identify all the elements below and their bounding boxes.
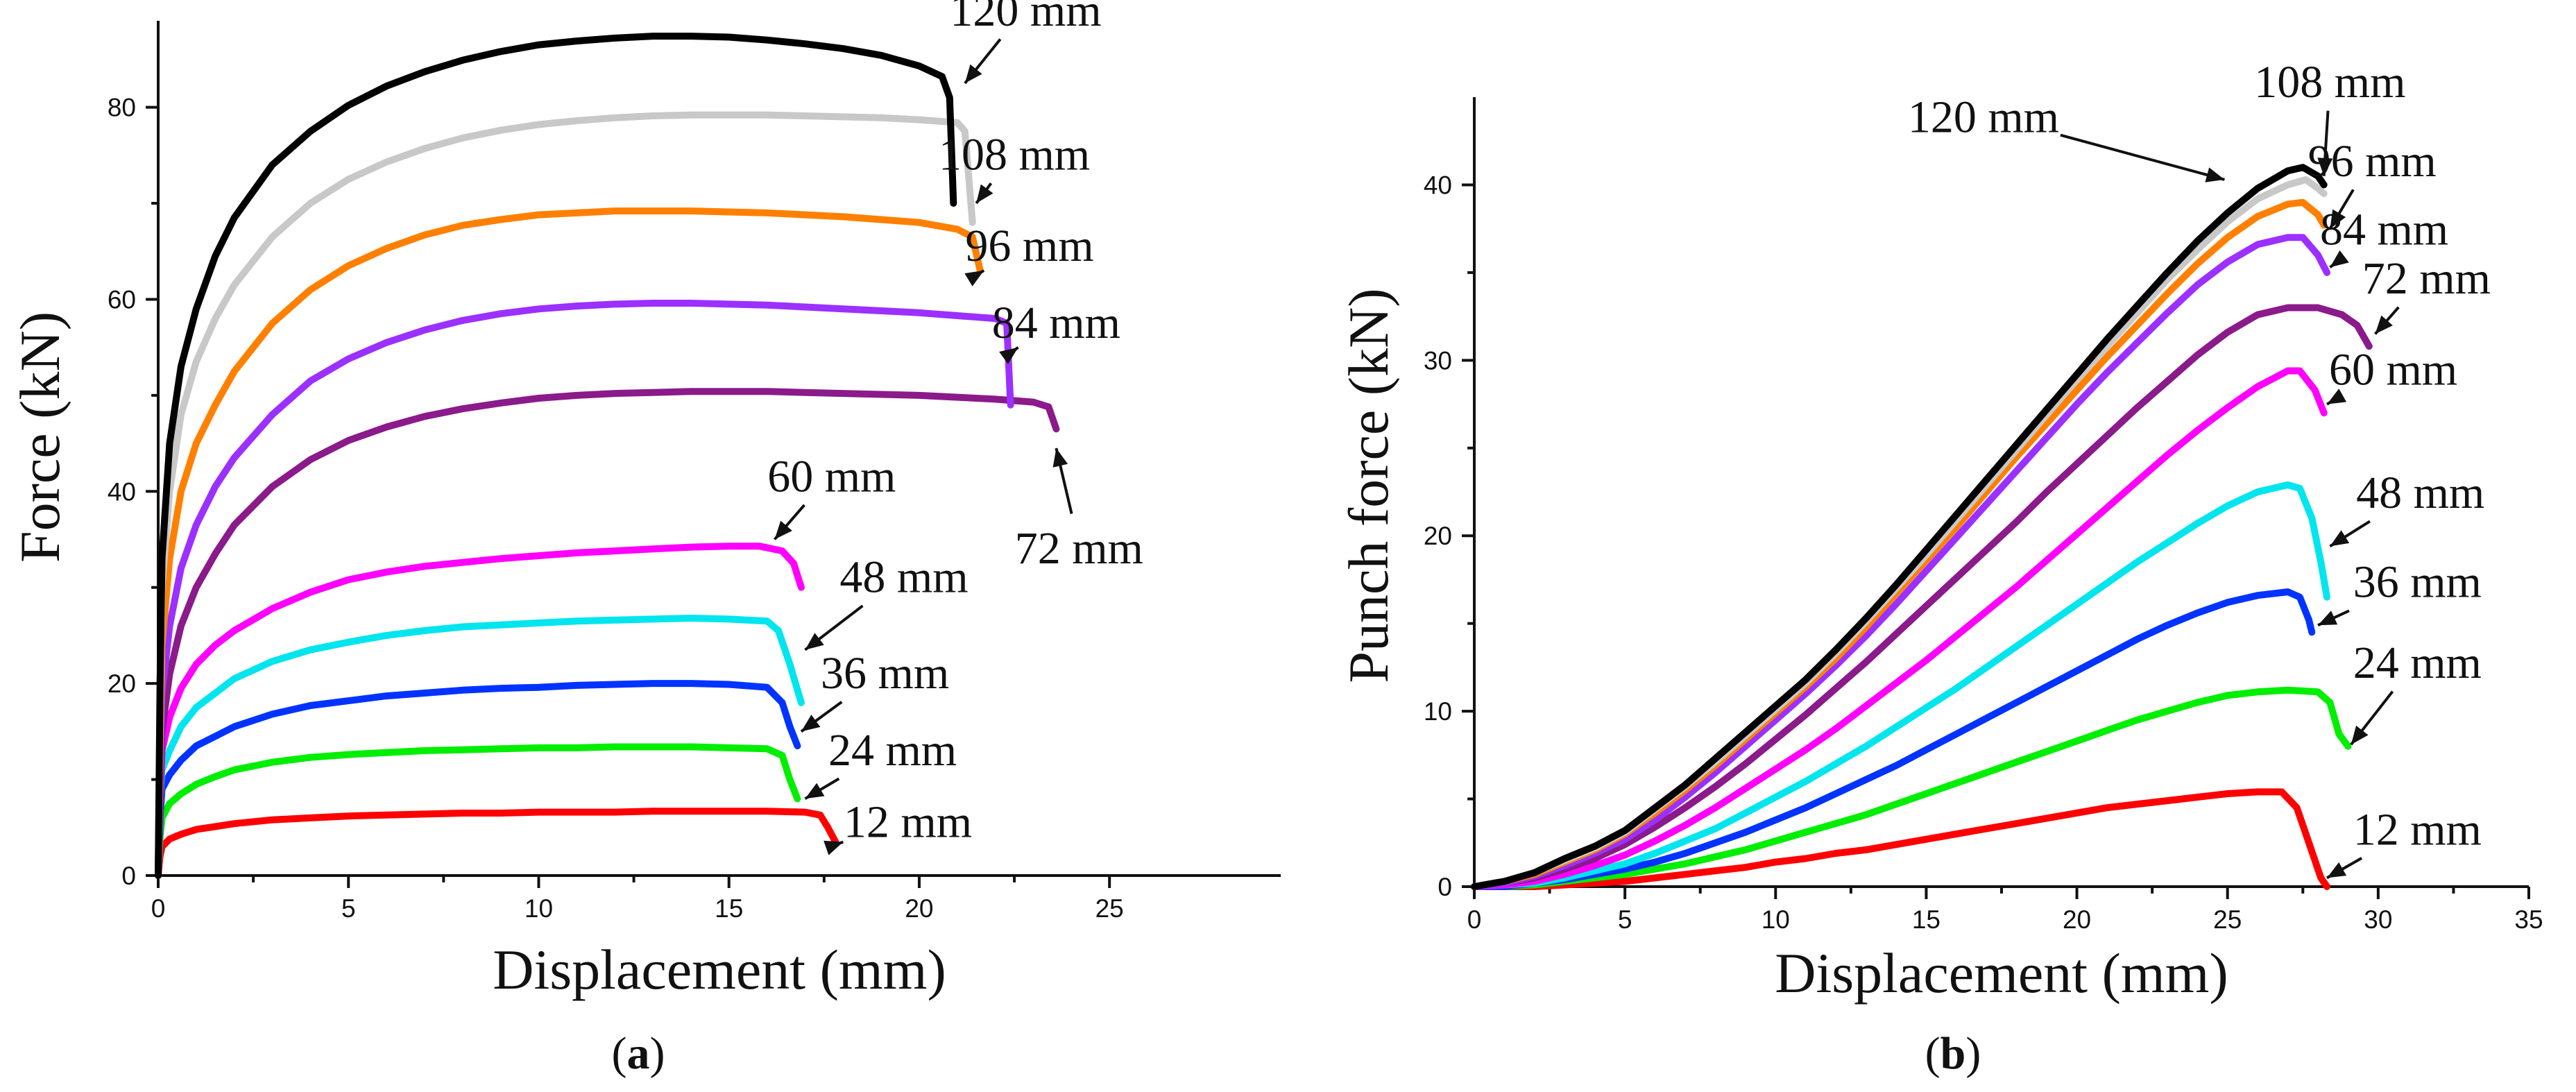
series-line-96-mm <box>1471 198 2328 890</box>
annotation-arrowhead <box>2327 862 2347 878</box>
series-line-84-mm <box>1471 234 2330 890</box>
x-tick-label: 10 <box>1762 905 1790 934</box>
annotation-arrowhead <box>976 184 993 203</box>
series-label-36-mm: 36 mm <box>821 648 949 699</box>
annotation-arrowhead <box>1052 448 1068 468</box>
annotation-arrowhead <box>774 520 792 540</box>
series-label-108-mm: 108 mm <box>2254 57 2405 108</box>
x-tick-label: 5 <box>341 894 356 923</box>
annotation-arrowhead <box>805 783 825 799</box>
series-line-108-mm <box>155 111 976 879</box>
series-line-72-mm <box>1471 304 2373 890</box>
annotation-arrow-line <box>2060 133 2225 181</box>
chart-panel-a: 0 5 10 15 20 25 0 20 40 60 80 Displacement (mm) Forc… <box>8 0 1281 1079</box>
series-line-24-mm <box>155 743 801 879</box>
series-label-120-mm: 120 mm <box>1908 92 2059 143</box>
y-axis-label: Force (kN) <box>8 312 71 563</box>
series-label-96-mm: 96 mm <box>2308 136 2437 187</box>
annotation-arrowhead <box>2375 315 2393 334</box>
series-label-12-mm: 12 mm <box>2353 804 2482 855</box>
series-line-120-mm <box>155 33 957 879</box>
series-label-96-mm: 96 mm <box>965 221 1093 271</box>
x-tick-label: 10 <box>524 894 553 923</box>
x-tick-label: 35 <box>2514 905 2543 934</box>
series-label-60-mm: 60 mm <box>767 451 896 502</box>
y-tick-label: 60 <box>108 285 136 314</box>
panel-label: (a) <box>612 1028 665 1079</box>
series-label-84-mm: 84 mm <box>992 298 1120 348</box>
series-label-36-mm: 36 mm <box>2353 557 2482 608</box>
y-tick-label: 30 <box>1424 346 1452 375</box>
chart-panel-b: 0 5 10 15 20 25 30 35 0 10 20 30 40 Displacement (mm)… <box>1337 57 2543 1079</box>
annotation-arrowhead <box>964 64 982 83</box>
series-label-72-mm: 72 mm <box>2362 253 2491 304</box>
y-axis-label: Punch force (kN) <box>1337 288 1400 683</box>
series-label-60-mm: 60 mm <box>2329 345 2457 395</box>
series-line-12-mm <box>155 808 839 879</box>
x-axis-label: Displacement (mm) <box>493 938 946 1001</box>
series-line-12-mm <box>1471 788 2330 890</box>
series-line-96-mm <box>155 207 984 879</box>
x-tick-label: 15 <box>715 894 743 923</box>
series-label-48-mm: 48 mm <box>839 552 968 603</box>
series-label-12-mm: 12 mm <box>844 797 972 848</box>
y-tick-label: 20 <box>108 669 136 698</box>
annotation-arrowhead <box>2318 611 2338 626</box>
annotation-arrowhead <box>801 715 821 732</box>
series-label-84-mm: 84 mm <box>2320 204 2448 255</box>
series-label-108-mm: 108 mm <box>939 130 1090 180</box>
series-line-120-mm <box>1471 164 2328 890</box>
y-tick-label: 0 <box>1438 873 1452 901</box>
x-tick-label: 30 <box>2364 905 2392 934</box>
x-tick-label: 5 <box>1618 905 1632 934</box>
annotation-arrowhead <box>2317 157 2333 176</box>
annotation-arrowhead <box>2351 725 2369 745</box>
series-line-84-mm <box>155 300 1014 879</box>
series-line-48-mm <box>155 615 805 879</box>
annotation-arrowhead <box>2205 167 2225 182</box>
annotation-arrowhead <box>999 347 1018 364</box>
y-tick-label: 20 <box>1424 522 1452 550</box>
panel-label: (b) <box>1925 1028 1981 1079</box>
annotation-arrowhead <box>2330 250 2349 268</box>
y-tick-label: 10 <box>1424 697 1452 726</box>
series-label-24-mm: 24 mm <box>828 725 957 776</box>
annotation-arrowhead <box>2327 389 2347 404</box>
series-label-120-mm: 120 mm <box>950 0 1101 36</box>
annotation-arrowhead <box>964 270 984 287</box>
x-axis-label: Displacement (mm) <box>1775 941 2228 1005</box>
series-line-60-mm <box>155 543 805 879</box>
series-line-36-mm <box>155 680 801 879</box>
y-tick-label: 80 <box>108 94 136 122</box>
series-line-48-mm <box>1471 481 2330 890</box>
x-tick-label: 25 <box>2213 905 2242 934</box>
annotation-arrowhead <box>824 840 844 855</box>
series-line-24-mm <box>1471 686 2352 890</box>
y-tick-label: 40 <box>1424 171 1452 199</box>
series-line-36-mm <box>1471 588 2316 890</box>
x-tick-label: 25 <box>1095 894 1124 923</box>
annotation-arrowhead <box>805 633 824 650</box>
x-tick-label: 15 <box>1912 905 1940 934</box>
x-tick-label: 0 <box>151 894 166 923</box>
series-line-72-mm <box>155 388 1060 879</box>
x-tick-label: 20 <box>2063 905 2091 934</box>
x-tick-label: 20 <box>905 894 933 923</box>
y-tick-label: 40 <box>108 477 136 506</box>
series-label-48-mm: 48 mm <box>2356 468 2484 518</box>
annotation-arrowhead <box>2330 530 2350 547</box>
series-label-72-mm: 72 mm <box>1015 523 1143 574</box>
series-label-24-mm: 24 mm <box>2353 638 2482 688</box>
annotation-arrowhead <box>2330 209 2346 229</box>
series-line-60-mm <box>1471 367 2328 890</box>
x-tick-label: 0 <box>1467 905 1482 934</box>
y-tick-label: 0 <box>121 862 136 890</box>
